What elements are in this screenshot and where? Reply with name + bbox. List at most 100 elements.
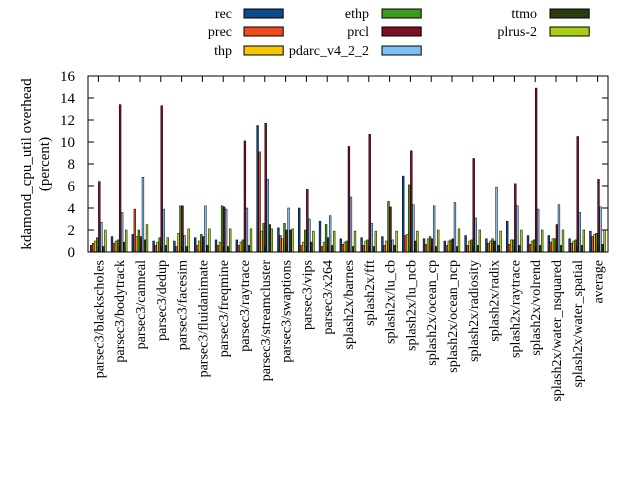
bar-rec-18 (464, 235, 467, 253)
bar-plrus-2-20 (520, 229, 523, 253)
bar-thp-17 (447, 240, 451, 253)
bar-prec-15 (404, 235, 407, 253)
bar-rec-16 (422, 238, 426, 253)
bar-ethp-14 (387, 201, 390, 253)
bar-rec-7 (235, 239, 238, 253)
bar-pdarc_v4_2_2-23 (578, 212, 581, 253)
bar-thp-7 (239, 241, 243, 253)
legend: rec prec thp ethp prcl pdarc_v4_2_2 ttmo plrus-… (208, 7, 590, 59)
bar-pdarc_v4_2_2-3 (162, 208, 165, 253)
bar-prcl-15 (410, 150, 413, 253)
bar-rec-2 (131, 234, 134, 253)
bar-prec-21 (528, 244, 532, 253)
legend-label-thp: thp (214, 44, 232, 59)
bar-pdarc_v4_2_2-2 (141, 176, 145, 253)
y-tick-label: 12 (60, 113, 75, 129)
legend-swatch-rec (243, 8, 284, 19)
bar-pdarc_v4_2_2-24 (599, 206, 602, 253)
bar-plrus-2-18 (478, 229, 481, 253)
bar-prec-10 (300, 245, 303, 253)
bar-rec-8 (256, 125, 259, 253)
bar-plrus-2-0 (104, 229, 107, 253)
x-category-label: splash2x/lu_cb (384, 260, 399, 344)
legend-swatch-prec (243, 26, 284, 37)
x-category-label: splash2x/radix (488, 260, 503, 342)
bar-rec-24 (589, 230, 592, 253)
bar-ethp-4 (179, 205, 182, 253)
bar-prec-5 (196, 245, 199, 253)
bar-rec-1 (110, 236, 114, 253)
y-tick-label: 14 (60, 91, 76, 107)
bar-prec-0 (92, 242, 95, 253)
y-tick-label: 4 (68, 201, 76, 217)
x-category-label: splash2x/ocean_cp (425, 260, 440, 366)
bar-ttmo-4 (185, 246, 188, 253)
x-category-label: parsec3/streamcluster (259, 260, 274, 382)
bar-rec-11 (318, 220, 322, 253)
bar-thp-9 (281, 238, 284, 253)
bar-rec-14 (381, 236, 384, 253)
bar-ttmo-6 (227, 246, 230, 253)
y-tick-label: 16 (60, 69, 76, 85)
bar-prcl-23 (576, 136, 579, 253)
bar-pdarc_v4_2_2-19 (495, 186, 498, 253)
bar-ttmo-3 (164, 245, 167, 253)
bar-thp-3 (156, 241, 159, 253)
bar-rec-20 (506, 220, 509, 253)
bar-thp-11 (322, 241, 326, 253)
bar-prcl-18 (472, 158, 475, 253)
bar-thp-8 (260, 230, 263, 253)
bar-prcl-14 (389, 206, 392, 253)
bar-thp-4 (177, 233, 180, 253)
bar-pdarc_v4_2_2-6 (224, 208, 228, 253)
bar-ttmo-22 (559, 245, 563, 253)
bar-prcl-24 (597, 179, 600, 253)
bar-prcl-6 (222, 206, 226, 253)
bar-plrus-2-10 (312, 230, 315, 253)
bar-prcl-0 (98, 181, 101, 253)
bar-plrus-2-17 (457, 228, 461, 253)
bar-pdarc_v4_2_2-12 (349, 196, 353, 253)
x-category-label: parsec3/raytrace (238, 260, 253, 352)
x-category-label: splash2x/volrend (529, 260, 544, 356)
bar-rec-23 (568, 238, 571, 253)
bar-prec-2 (133, 208, 136, 253)
legend-label-rec: rec (215, 7, 232, 22)
bar-thp-13 (364, 240, 367, 253)
y-tick-label: 6 (68, 179, 76, 195)
bar-prec-7 (237, 245, 240, 253)
bar-thp-6 (218, 241, 222, 253)
bar-plrus-2-21 (541, 229, 544, 253)
y-tick-label: 10 (60, 135, 75, 151)
y-tick-label: 2 (68, 223, 76, 239)
x-category-label: parsec3/swaptions (280, 260, 295, 363)
legend-label-plrus-2: plrus-2 (497, 25, 537, 40)
bar-pdarc_v4_2_2-20 (516, 205, 519, 253)
bar-rec-21 (526, 235, 530, 253)
x-axis-labels: parsec3/blackscholes parsec3/bodytrack par… (92, 76, 607, 402)
bar-ethp-15 (408, 184, 411, 253)
bar-pdarc_v4_2_2-9 (287, 207, 290, 253)
bar-prec-14 (383, 245, 386, 253)
y-tick-label: 8 (68, 157, 76, 173)
bar-pdarc_v4_2_2-18 (474, 217, 477, 253)
bar-ttmo-8 (268, 224, 271, 253)
bar-ttmo-21 (539, 245, 542, 253)
bar-plrus-2-11 (333, 230, 336, 253)
bar-pdarc_v4_2_2-11 (328, 215, 332, 253)
bar-pdarc_v4_2_2-7 (245, 207, 249, 253)
bar-pdarc_v4_2_2-21 (536, 208, 540, 253)
x-category-label: splash2x/radiosity (467, 260, 482, 362)
bar-thp-15 (406, 234, 409, 253)
bar-prcl-7 (243, 140, 247, 253)
x-category-label: parsec3/freqmine (217, 260, 232, 357)
bar-rec-3 (152, 240, 155, 253)
bar-rec-19 (485, 238, 488, 253)
bar-ttmo-2 (143, 239, 147, 253)
bar-prcl-12 (347, 146, 351, 253)
bar-thp-10 (302, 241, 305, 253)
bar-prcl-20 (514, 183, 517, 253)
bar-thp-16 (426, 238, 430, 253)
bar-pdarc_v4_2_2-1 (120, 212, 124, 253)
